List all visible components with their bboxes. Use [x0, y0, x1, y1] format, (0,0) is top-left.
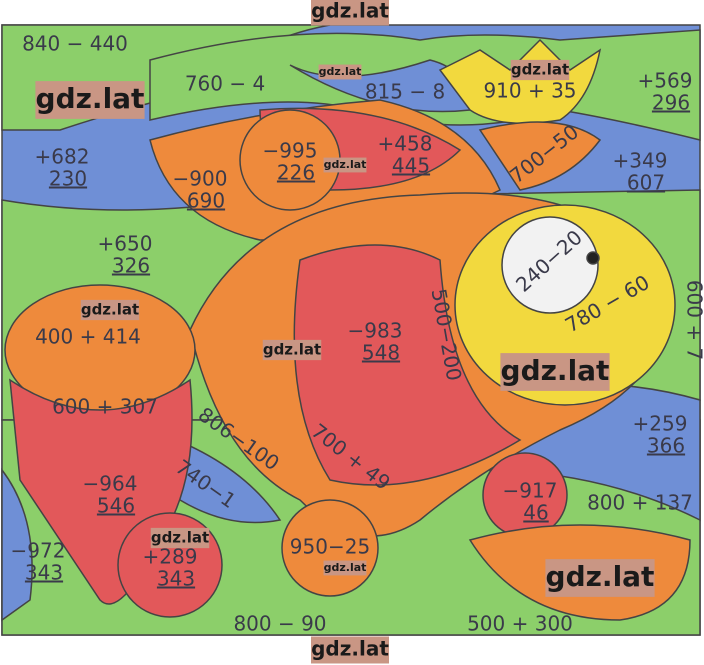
watermark: gdz.lat: [324, 561, 367, 574]
expression: 950−25: [290, 535, 370, 559]
column-result: 366: [647, 434, 685, 458]
column-result: 326: [112, 254, 150, 278]
column-result: 445: [392, 154, 430, 178]
watermark-bg: [500, 353, 610, 391]
column-result: 546: [97, 494, 135, 518]
column-top: −900: [173, 167, 228, 191]
column-result: 607: [627, 171, 665, 195]
watermark: gdz.lat: [546, 560, 655, 593]
column-result: 230: [49, 167, 87, 191]
column-top: +569: [638, 69, 693, 93]
column-result: 226: [277, 161, 315, 185]
watermark-bg: [80, 299, 140, 321]
watermark: gdz.lat: [324, 158, 367, 171]
column-top: −917: [503, 479, 558, 503]
watermark: gdz.lat: [501, 354, 610, 387]
expression: 910 + 35: [483, 79, 576, 103]
expression: 500 + 300: [467, 612, 573, 636]
watermark-bg: [311, 0, 389, 26]
watermark-bg: [35, 81, 145, 119]
column-result: 296: [652, 91, 690, 115]
column-top: −972: [11, 539, 66, 563]
watermark: gdz.lat: [263, 341, 321, 359]
column-top: −983: [348, 319, 403, 343]
column-top: +259: [633, 412, 688, 436]
watermark-bg: [318, 64, 362, 80]
column-top: +682: [35, 145, 90, 169]
column-result: 343: [25, 561, 63, 585]
expression: 400 + 414: [35, 325, 141, 349]
column-top: +458: [378, 132, 433, 156]
watermark-bg: [262, 339, 322, 361]
watermark-bg: [545, 559, 655, 597]
watermark: gdz.lat: [81, 301, 139, 319]
watermark: gdz.lat: [311, 0, 389, 23]
watermark: gdz.lat: [311, 637, 389, 661]
column-result: 343: [157, 567, 195, 591]
watermark-bg: [510, 59, 570, 81]
expression: 600 + 307: [52, 395, 158, 419]
column-top: +289: [143, 545, 198, 569]
watermark: gdz.lat: [319, 65, 362, 78]
watermark-bg: [311, 636, 389, 664]
column-top: +349: [613, 149, 668, 173]
watermark: gdz.lat: [511, 61, 569, 79]
expression: 840 − 440: [22, 32, 128, 56]
drawing: [1, 24, 701, 636]
watermark-bg: [150, 527, 210, 549]
column-result: 548: [362, 341, 400, 365]
watermark-bg: [323, 560, 367, 576]
watermark: gdz.lat: [151, 529, 209, 547]
column-result: 46: [523, 501, 548, 525]
watermark: gdz.lat: [36, 82, 145, 115]
column-result: 690: [187, 189, 225, 213]
expression: 800 + 137: [587, 491, 693, 515]
expression: 760 − 4: [185, 72, 265, 96]
expression: 600 + 7: [683, 280, 704, 360]
expression: 800 − 90: [233, 612, 326, 636]
column-top: −995: [263, 139, 318, 163]
column-top: −964: [83, 472, 138, 496]
watermark-bg: [323, 157, 367, 173]
column-top: +650: [98, 232, 153, 256]
expression: 815 − 8: [365, 80, 445, 104]
